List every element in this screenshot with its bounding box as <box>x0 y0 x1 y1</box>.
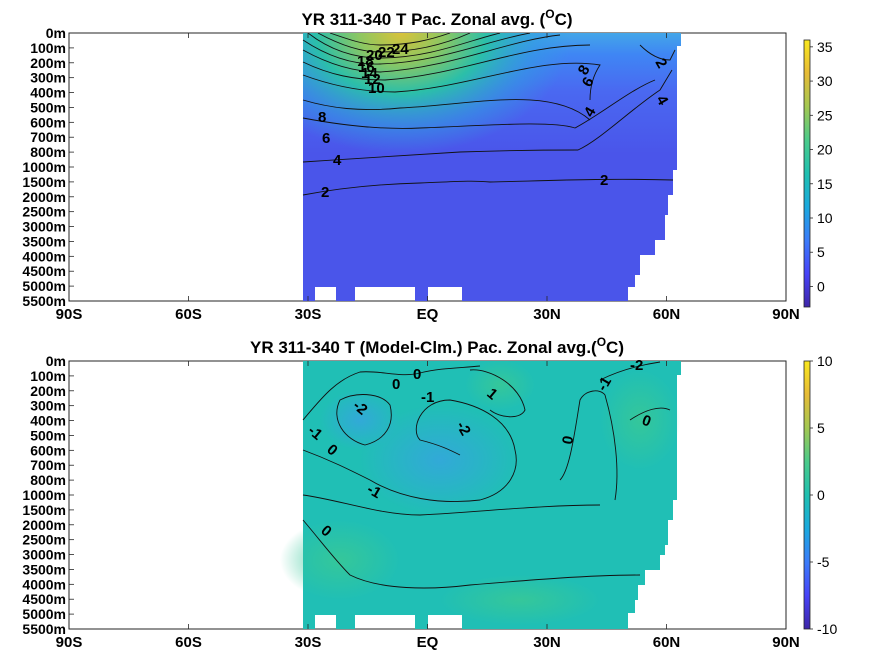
top-colorbar-bar <box>803 39 811 308</box>
x-tick-label: 30S <box>295 634 322 651</box>
contour-label: 18 <box>357 53 374 70</box>
y-tick-label: 4000m <box>22 248 66 264</box>
bottom-chart-title: YR 311-340 T (Model-Clm.) Pac. Zonal avg… <box>250 335 624 357</box>
y-tick-label: 0m <box>46 353 66 369</box>
y-tick-label: 5000m <box>22 606 66 622</box>
top-chart: YR 311-340 T Pac. Zonal avg. (OC) <box>22 7 832 323</box>
bottom-colorbar-bar <box>803 360 811 630</box>
colorbar-tick-label: 30 <box>817 73 833 89</box>
y-tick-label: 500m <box>30 427 66 443</box>
y-tick-label: 5500m <box>22 621 66 637</box>
y-tick-label: 1000m <box>22 159 66 175</box>
x-tick-label: 90S <box>56 306 83 323</box>
contour-label: 0 <box>559 435 577 446</box>
colorbar-tick-label: -10 <box>817 621 837 637</box>
y-tick-label: 100m <box>30 368 66 384</box>
contour-label: 22 <box>378 44 395 61</box>
y-tick-label: 300m <box>30 70 66 86</box>
contour-label: -1 <box>421 389 434 406</box>
y-tick-label: 3000m <box>22 547 66 563</box>
colorbar-tick-label: -5 <box>817 554 830 570</box>
y-tick-label: 3500m <box>22 561 66 577</box>
contour-label: 6 <box>322 130 330 147</box>
y-tick-label: 800m <box>30 472 66 488</box>
y-tick-label: 200m <box>30 55 66 71</box>
x-tick-label: 30N <box>533 634 561 651</box>
y-tick-label: 3000m <box>22 219 66 235</box>
x-tick-label: 60N <box>653 306 681 323</box>
colorbar-tick-label: 10 <box>817 353 833 369</box>
colorbar-tick-label: 15 <box>817 176 833 192</box>
y-tick-label: 700m <box>30 129 66 145</box>
contour-label: 2 <box>600 172 608 189</box>
colorbar-tick-label: 5 <box>817 420 825 436</box>
top-x-axis: 90S 60S 30S EQ 30N 60N 90N <box>56 33 800 323</box>
bottom-x-axis: 90S 60S 30S EQ 30N 60N 90N <box>56 361 800 651</box>
y-tick-label: 2000m <box>22 517 66 533</box>
y-tick-label: 2500m <box>22 204 66 220</box>
contour-label: 24 <box>392 41 409 58</box>
colorbar-tick-label: 20 <box>817 142 833 158</box>
y-tick-label: 4500m <box>22 591 66 607</box>
y-tick-label: 200m <box>30 383 66 399</box>
bottom-colorbar: 10 5 0 -5 -10 <box>803 353 837 637</box>
x-tick-label: 30S <box>295 306 322 323</box>
top-colorbar: 35 30 25 20 15 10 5 0 <box>803 39 833 308</box>
colorbar-tick-label: 5 <box>817 244 825 260</box>
y-tick-label: 500m <box>30 99 66 115</box>
top-field <box>302 33 681 301</box>
y-tick-label: 1500m <box>22 502 66 518</box>
y-tick-label: 5000m <box>22 278 66 294</box>
y-tick-label: 1500m <box>22 174 66 190</box>
contour-label: 0 <box>413 366 421 383</box>
y-tick-label: 5500m <box>22 293 66 309</box>
y-tick-label: 800m <box>30 144 66 160</box>
x-tick-label: 60S <box>175 634 202 651</box>
contour-label: 12 <box>364 71 381 88</box>
x-tick-label: 90N <box>772 634 800 651</box>
x-tick-label: 30N <box>533 306 561 323</box>
contour-label: 20 <box>366 47 383 64</box>
colorbar-tick-label: 35 <box>817 39 833 55</box>
bottom-field <box>280 361 681 629</box>
contour-label: -2 <box>630 357 643 374</box>
x-tick-label: 90S <box>56 634 83 651</box>
contour-label: 4 <box>333 152 342 169</box>
contour-label: 8 <box>318 109 326 126</box>
top-y-axis: 0m100m200m300m400m500m600m700m800m1000m1… <box>22 25 74 309</box>
colorbar-tick-label: 25 <box>817 107 833 123</box>
top-chart-title: YR 311-340 T Pac. Zonal avg. (OC) <box>301 7 572 29</box>
y-tick-label: 4000m <box>22 576 66 592</box>
y-tick-label: 3500m <box>22 233 66 249</box>
contour-label: 16 <box>358 59 375 76</box>
y-tick-label: 700m <box>30 457 66 473</box>
x-tick-label: 60S <box>175 306 202 323</box>
y-tick-label: 4500m <box>22 263 66 279</box>
y-tick-label: 300m <box>30 398 66 414</box>
colorbar-tick-label: 0 <box>817 278 825 294</box>
contour-label: 10 <box>368 80 385 97</box>
y-tick-label: 400m <box>30 413 66 429</box>
x-tick-label: 60N <box>653 634 681 651</box>
bottom-y-axis: 0m100m200m300m400m500m600m700m800m1000m1… <box>22 353 74 637</box>
y-tick-label: 600m <box>30 442 66 458</box>
y-tick-label: 600m <box>30 114 66 130</box>
colorbar-tick-label: 10 <box>817 210 833 226</box>
x-tick-label: 90N <box>772 306 800 323</box>
y-tick-label: 2500m <box>22 532 66 548</box>
y-tick-label: 1000m <box>22 487 66 503</box>
x-tick-label: EQ <box>417 306 439 323</box>
contour-label: 14 <box>361 65 378 82</box>
y-tick-label: 100m <box>30 40 66 56</box>
contour-label: 0 <box>392 376 400 393</box>
y-tick-label: 0m <box>46 25 66 41</box>
bottom-chart: YR 311-340 T (Model-Clm.) Pac. Zonal avg… <box>22 335 837 651</box>
contour-label: 2 <box>321 184 329 201</box>
colorbar-tick-label: 0 <box>817 487 825 503</box>
y-tick-label: 2000m <box>22 189 66 205</box>
y-tick-label: 400m <box>30 85 66 101</box>
x-tick-label: EQ <box>417 634 439 651</box>
